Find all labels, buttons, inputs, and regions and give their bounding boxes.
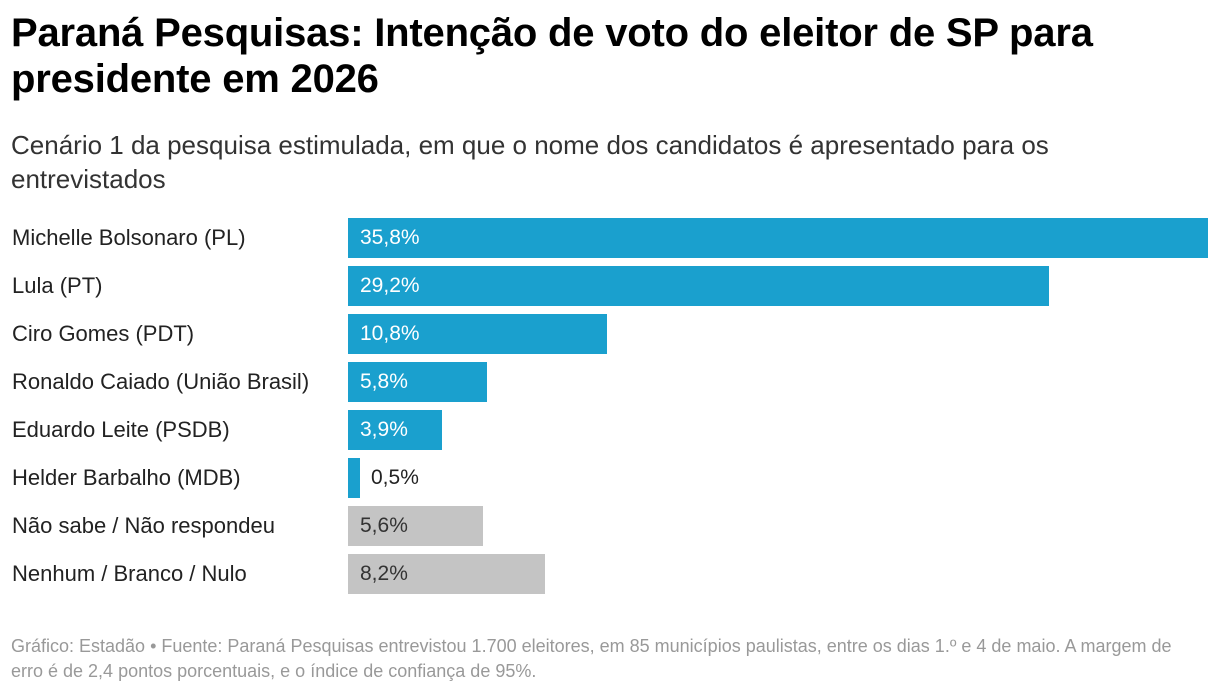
- bar: [348, 506, 483, 546]
- value-label: 8,2%: [360, 562, 408, 585]
- bar-row: Eduardo Leite (PSDB) 3,9%: [0, 410, 1220, 450]
- value-label: 10,8%: [360, 322, 420, 345]
- category-label: Ronaldo Caiado (União Brasil): [12, 369, 310, 394]
- value-label: 29,2%: [360, 274, 420, 297]
- bar-row: Lula (PT) 29,2%: [0, 266, 1220, 306]
- category-label: Lula (PT): [12, 273, 103, 298]
- bar-row: Michelle Bolsonaro (PL) 35,8%: [0, 218, 1220, 258]
- chart-source-note: Gráfico: Estadão • Fuente: Paraná Pesqui…: [11, 636, 1172, 681]
- chart-title: Paraná Pesquisas: Intenção de voto do el…: [11, 11, 1093, 101]
- value-label: 3,9%: [360, 418, 408, 441]
- category-label: Eduardo Leite (PSDB): [12, 417, 230, 442]
- value-label: 0,5%: [371, 466, 419, 489]
- bar: [348, 266, 1049, 306]
- category-label: Nenhum / Branco / Nulo: [12, 561, 247, 586]
- bar-row: Não sabe / Não respondeu 5,6%: [0, 506, 1220, 546]
- bar: [348, 554, 545, 594]
- category-label: Helder Barbalho (MDB): [12, 465, 241, 490]
- bar-chart: Michelle Bolsonaro (PL) 35,8% Lula (PT) 29,…: [0, 210, 1220, 600]
- bar-row: Ciro Gomes (PDT) 10,8%: [0, 314, 1220, 354]
- bar: [348, 362, 487, 402]
- value-label: 5,8%: [360, 370, 408, 393]
- bar: [348, 218, 1208, 258]
- category-label: Michelle Bolsonaro (PL): [12, 225, 246, 250]
- bar: [348, 410, 442, 450]
- bar: [348, 458, 360, 498]
- bar-row: Helder Barbalho (MDB) 0,5%: [0, 458, 1220, 498]
- value-label: 35,8%: [360, 226, 420, 249]
- bar-row: Ronaldo Caiado (União Brasil) 5,8%: [0, 362, 1220, 402]
- chart-subtitle: Cenário 1 da pesquisa estimulada, em que…: [11, 130, 1049, 194]
- bar: [348, 314, 607, 354]
- value-label: 5,6%: [360, 514, 408, 537]
- category-label: Ciro Gomes (PDT): [12, 321, 195, 346]
- category-label: Não sabe / Não respondeu: [12, 513, 275, 538]
- bar-row: Nenhum / Branco / Nulo 8,2%: [0, 554, 1220, 594]
